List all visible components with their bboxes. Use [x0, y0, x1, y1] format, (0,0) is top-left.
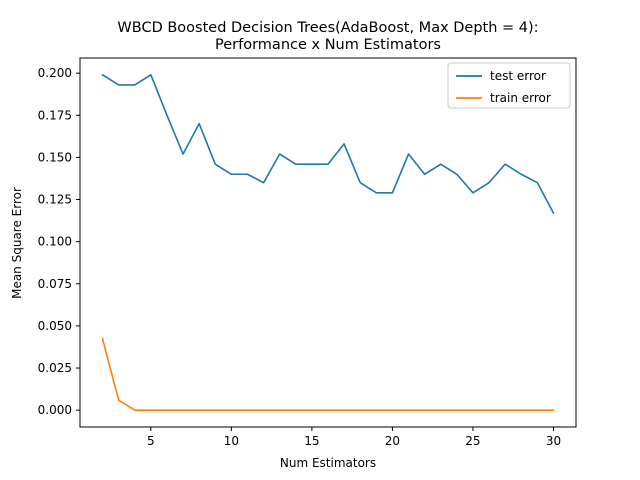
chart-subtitle: Performance x Num Estimators — [215, 37, 441, 53]
legend: test error train error — [447, 62, 571, 109]
x-tick-label: 10 — [224, 434, 239, 448]
x-tick-label: 20 — [385, 434, 400, 448]
y-tick-label: 0.075 — [38, 277, 72, 291]
chart-title: WBCD Boosted Decision Trees(AdaBoost, Ma… — [117, 20, 538, 36]
y-tick-label: 0.175 — [38, 108, 72, 122]
y-tick-label: 0.025 — [38, 361, 72, 375]
x-tick-label: 25 — [465, 434, 480, 448]
y-tick-label: 0.100 — [38, 235, 72, 249]
series-line-test-error — [101, 73, 555, 215]
x-tick-label: 5 — [147, 434, 155, 448]
y-tick-label: 0.200 — [38, 66, 72, 80]
plot-frame — [79, 57, 577, 428]
legend-box — [447, 62, 571, 109]
y-tick-label: 0.050 — [38, 319, 72, 333]
axis-ticks: 5 10 15 20 25 30 0.000 0.025 0.050 0.075 0.100 0.12… — [38, 66, 561, 448]
y-tick-label: 0.150 — [38, 150, 72, 164]
series-lines — [101, 73, 555, 411]
x-axis-label: Num Estimators — [280, 456, 376, 470]
y-tick-label: 0.000 — [38, 403, 72, 417]
x-tick-label: 30 — [546, 434, 561, 448]
y-axis-label: Mean Square Error — [10, 187, 24, 299]
legend-label: test error — [490, 69, 546, 83]
y-tick-label: 0.125 — [38, 193, 72, 207]
series-line-train-error — [101, 337, 555, 411]
x-tick-label: 15 — [304, 434, 319, 448]
legend-label: train error — [490, 91, 551, 105]
